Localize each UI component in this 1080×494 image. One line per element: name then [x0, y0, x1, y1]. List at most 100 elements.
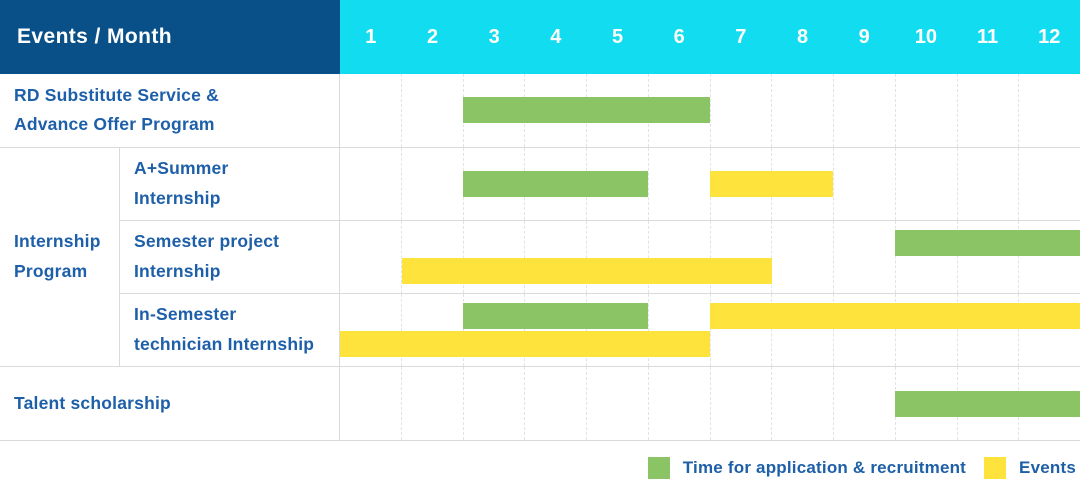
internship-program-rows: A+Summer Internship Semester project Int… [120, 147, 1080, 367]
bar-lanes [340, 390, 1080, 417]
table-header-row: Events / Month 1 2 3 4 5 6 7 8 9 10 11 12 [0, 0, 1080, 74]
bar-lane [340, 258, 1080, 284]
month-grid-cell [894, 74, 957, 147]
schedule-table: Events / Month 1 2 3 4 5 6 7 8 9 10 11 12 RD Substi… [0, 0, 1080, 441]
month-grid-cell [524, 294, 586, 367]
month-grid-cell [956, 147, 1019, 220]
label-line: Program [14, 261, 88, 281]
label-line: RD Substitute Service & [14, 84, 219, 105]
legend: Time for application & recruitment Event… [0, 441, 1080, 494]
events-bar [710, 303, 1080, 330]
month-grid-cell [462, 294, 525, 367]
month-grid-cell [894, 294, 957, 367]
row-a-plus-summer-internship: A+Summer Internship [120, 147, 1080, 221]
month-grid-cell [771, 367, 833, 440]
month-grid-cell [647, 220, 710, 294]
label-line: Advance Offer Program [14, 114, 215, 135]
month-grid-cell [709, 367, 772, 440]
month-grid-cell [709, 220, 772, 294]
month-grid-cell [771, 294, 833, 367]
month-grid-cell [956, 74, 1019, 147]
application-recruitment-bar [463, 97, 710, 124]
month-header-2: 2 [426, 25, 439, 48]
events-month-header-cell: Events / Month [0, 0, 340, 74]
application-color-swatch [647, 456, 670, 479]
events-color-swatch [984, 456, 1007, 479]
month-grid-cell [1018, 147, 1080, 220]
label-line: Internship [134, 187, 221, 208]
month-grid-cell [400, 74, 463, 147]
bar-lane [340, 303, 1080, 330]
month-grid-cell [400, 294, 463, 367]
month-grid-cell [462, 74, 525, 147]
bar-lane [340, 331, 1080, 358]
month-grid-cell [771, 74, 833, 147]
month-header-1: 1 [365, 25, 377, 48]
legend-label: Events [1019, 457, 1076, 477]
timeline-in-semester-technician-internship [340, 294, 1080, 367]
month-grid-cell [524, 367, 586, 440]
row-label-semester-project-internship: Semester project Internship [120, 220, 340, 294]
month-grid-cell [894, 147, 957, 220]
month-grid-cell [833, 220, 895, 294]
month-grid-cell [833, 74, 895, 147]
timeline-a-plus-summer-internship [340, 147, 1080, 220]
month-grid-cell [586, 367, 648, 440]
label-line: Internship [14, 231, 101, 252]
events-bar [401, 258, 772, 284]
month-grid-cell [709, 74, 772, 147]
month-gridlines [340, 294, 1080, 367]
month-grid-cell [462, 147, 525, 220]
bar-lane [340, 170, 1080, 197]
month-grid-cell [524, 220, 586, 294]
group-label-internship-program: Internship Program [0, 147, 120, 367]
internship-program-group: Internship Program A+Summer Internship S… [0, 147, 1080, 368]
events-bar [710, 170, 834, 197]
row-rd-substitute-service: RD Substitute Service & Advance Offer Pr… [0, 74, 1080, 148]
application-recruitment-bar [463, 303, 649, 330]
month-header-10: 10 [914, 25, 937, 48]
row-semester-project-internship: Semester project Internship [120, 220, 1080, 295]
month-grid-cell [709, 147, 772, 220]
table-body: RD Substitute Service & Advance Offer Pr… [0, 74, 1080, 440]
month-header-8: 8 [796, 25, 809, 48]
bar-lane [340, 390, 1080, 417]
label-line: In-Semester [134, 304, 237, 325]
month-grid-cell [1018, 74, 1080, 147]
row-label-in-semester-technician-internship: In-Semester technician Internship [120, 294, 340, 367]
month-grid-cell [833, 147, 895, 220]
label-line: technician Internship [134, 334, 315, 355]
month-grid-cell [956, 220, 1019, 294]
legend-item-events: Events [984, 456, 1076, 479]
application-recruitment-bar [895, 390, 1080, 417]
month-grid-cell [400, 220, 463, 294]
label-line: Internship [134, 261, 221, 281]
legend-item-application-recruitment: Time for application & recruitment [647, 456, 966, 479]
application-recruitment-bar [895, 230, 1080, 256]
month-grid-cell [833, 294, 895, 367]
month-grid-cell [833, 367, 895, 440]
month-header-3: 3 [488, 25, 500, 48]
month-grid-cell [771, 220, 833, 294]
month-header-6: 6 [673, 25, 685, 48]
label-line: A+Summer [134, 158, 229, 179]
row-label-rd-substitute-service: RD Substitute Service & Advance Offer Pr… [0, 74, 340, 147]
row-label-a-plus-summer-internship: A+Summer Internship [120, 147, 340, 220]
month-header-12: 12 [1038, 25, 1061, 48]
bar-lanes [340, 230, 1080, 284]
month-header-4: 4 [550, 25, 562, 48]
month-header-9: 9 [858, 25, 870, 48]
month-grid-cell [709, 294, 772, 367]
bar-lanes [340, 97, 1080, 124]
month-grid-cell [1018, 220, 1080, 294]
table-title: Events / Month [17, 25, 172, 48]
month-grid-cell [586, 220, 648, 294]
month-header-row: 1 2 3 4 5 6 7 8 9 10 11 12 [340, 0, 1080, 74]
month-grid-cell [647, 294, 710, 367]
application-recruitment-bar [463, 170, 649, 197]
month-grid-cell [956, 294, 1019, 367]
month-grid-cell [462, 220, 525, 294]
bar-lane [340, 230, 1080, 256]
month-grid-cell [894, 220, 957, 294]
